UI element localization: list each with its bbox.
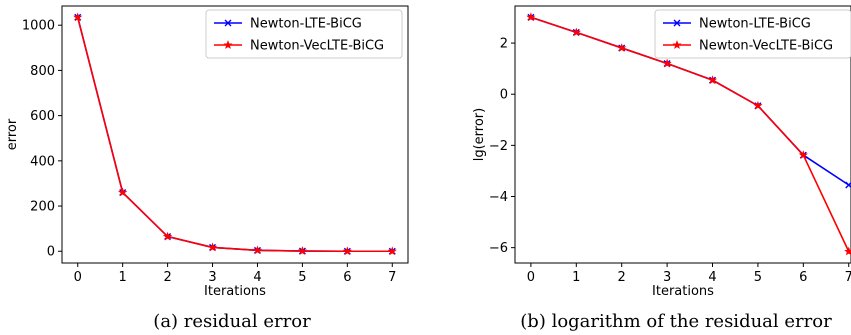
plot-frame [61,5,409,264]
legend-marker [223,40,233,49]
y-tick-label: 1000 [22,19,55,34]
data-point [753,100,763,110]
data-point [118,187,128,197]
x-tick-label: 6 [343,270,351,285]
data-point [707,75,718,85]
y-tick-label: 0 [47,245,55,260]
y-tick-label: −4 [489,190,508,205]
y-tick-label: 200 [30,200,55,215]
legend-label: Newton-LTE-BiCG [699,17,811,32]
x-tick-label: 7 [388,270,396,285]
x-tick-label: 2 [618,270,626,285]
data-point [342,246,352,256]
legend-label: Newton-VecLTE-BiCG [699,39,833,54]
x-tick-label: 3 [663,270,671,285]
x-tick-label: 0 [74,270,82,285]
legend-label: Newton-VecLTE-BiCG [250,39,384,54]
data-point [387,246,397,256]
legend-box [654,9,851,59]
x-tick-label: 1 [572,270,580,285]
x-tick-label: 6 [799,270,807,285]
series-newton-veclte-bicg [73,12,397,256]
figure-caption: (b) logarithm of the residual error [520,311,832,332]
series-newton-veclte-bicg [526,12,851,256]
x-tick-label: 4 [708,270,716,285]
y-tick-label: 800 [30,64,55,79]
x-tick-label: 5 [298,270,306,285]
legend-box [205,9,403,59]
legend: Newton-LTE-BiCG Newton-VecLTE-BiCG [654,9,851,59]
data-point [162,231,173,241]
legend-marker [672,40,682,49]
data-point [617,43,627,52]
x-tick-label: 1 [119,270,127,285]
series-line [530,16,850,252]
data-point [662,58,672,68]
data-point [297,246,308,255]
data-point [845,181,851,189]
legend-marker [673,19,681,27]
chart-residual-error: 0 1 2 3 4 5 6 7 0 200 400 600 800 1000 Iterations error… [5,5,409,332]
y-tick-label: 0 [500,88,508,103]
data-point [252,245,263,255]
y-tick-label: 600 [30,109,55,124]
chart-log-residual-error: 0 1 2 3 4 5 6 7 −6 −4 −2 0 2 Iterations lg(error) Newto… [472,5,851,332]
legend-marker [224,19,232,27]
y-tick-label: −2 [489,139,508,154]
data-point [844,246,851,256]
x-tick-label: 2 [163,270,171,285]
y-tick-label: 400 [30,154,55,169]
x-tick-label: 4 [253,270,261,285]
plot-frame [514,5,851,264]
figure-caption: (a) residual error [153,311,311,332]
x-tick-label: 7 [845,270,851,285]
data-point [526,12,536,22]
x-axis-label: Iterations [204,284,266,299]
y-tick-label: 2 [500,37,508,52]
data-point [571,27,581,37]
legend: Newton-LTE-BiCG Newton-VecLTE-BiCG [205,9,403,59]
data-point [798,150,808,160]
x-tick-label: 0 [527,270,535,285]
legend-label: Newton-LTE-BiCG [250,17,362,32]
y-axis-label: lg(error) [472,108,487,161]
x-tick-label: 5 [754,270,762,285]
data-point [73,12,83,22]
x-axis-label: Iterations [652,284,714,299]
y-axis-label: error [5,118,20,150]
x-tick-label: 3 [208,270,216,285]
y-tick-label: −6 [489,241,508,256]
series-line [76,17,393,253]
data-point [207,242,218,252]
